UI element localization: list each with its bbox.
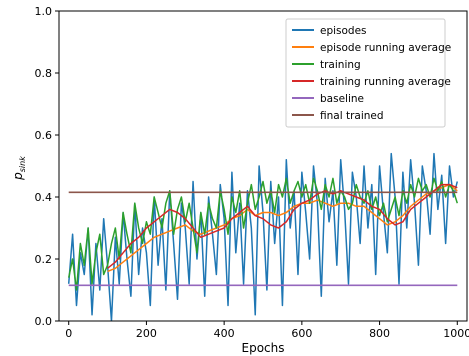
x-tick-label: 0 — [65, 327, 72, 340]
y-axis-label-main: p — [11, 172, 25, 181]
y-tick-label: 1.0 — [35, 5, 53, 18]
x-tick-label: 600 — [291, 327, 312, 340]
legend: episodes episode running average training t… — [285, 18, 451, 128]
legend-frame — [285, 18, 446, 128]
x-tick-label: 200 — [136, 327, 157, 340]
y-axis-label-sub: sink — [18, 156, 27, 172]
legend-label-training: training — [320, 59, 361, 71]
legend-label-final-trained: final trained — [320, 110, 384, 122]
series-episode-running-average-line — [107, 183, 458, 273]
y-tick-label: 0.8 — [35, 67, 53, 80]
x-tick-label: 1000 — [443, 327, 469, 340]
y-tick-label: 0.0 — [35, 315, 53, 328]
x-axis-label: Epochs — [242, 341, 285, 355]
y-axis: 0.0 0.2 0.4 0.6 0.8 1.0 — [35, 5, 59, 328]
legend-label-training-running-average: training running average — [320, 76, 451, 88]
y-tick-label: 0.2 — [35, 253, 53, 266]
series-training-running-average-line — [107, 183, 458, 269]
x-axis: 0 200 400 600 800 1000 — [65, 321, 469, 340]
y-axis-label: psink — [11, 156, 27, 181]
y-tick-label: 0.4 — [35, 191, 53, 204]
legend-label-episodes: episodes — [320, 25, 367, 37]
y-tick-label: 0.6 — [35, 129, 53, 142]
plot-frame — [58, 10, 468, 322]
series-layer — [67, 152, 459, 321]
legend-label-baseline: baseline — [320, 93, 364, 105]
series-training-line — [67, 177, 459, 291]
legend-label-episode-running-average: episode running average — [320, 42, 451, 54]
x-tick-label: 800 — [369, 327, 390, 340]
x-tick-label: 400 — [214, 327, 235, 340]
